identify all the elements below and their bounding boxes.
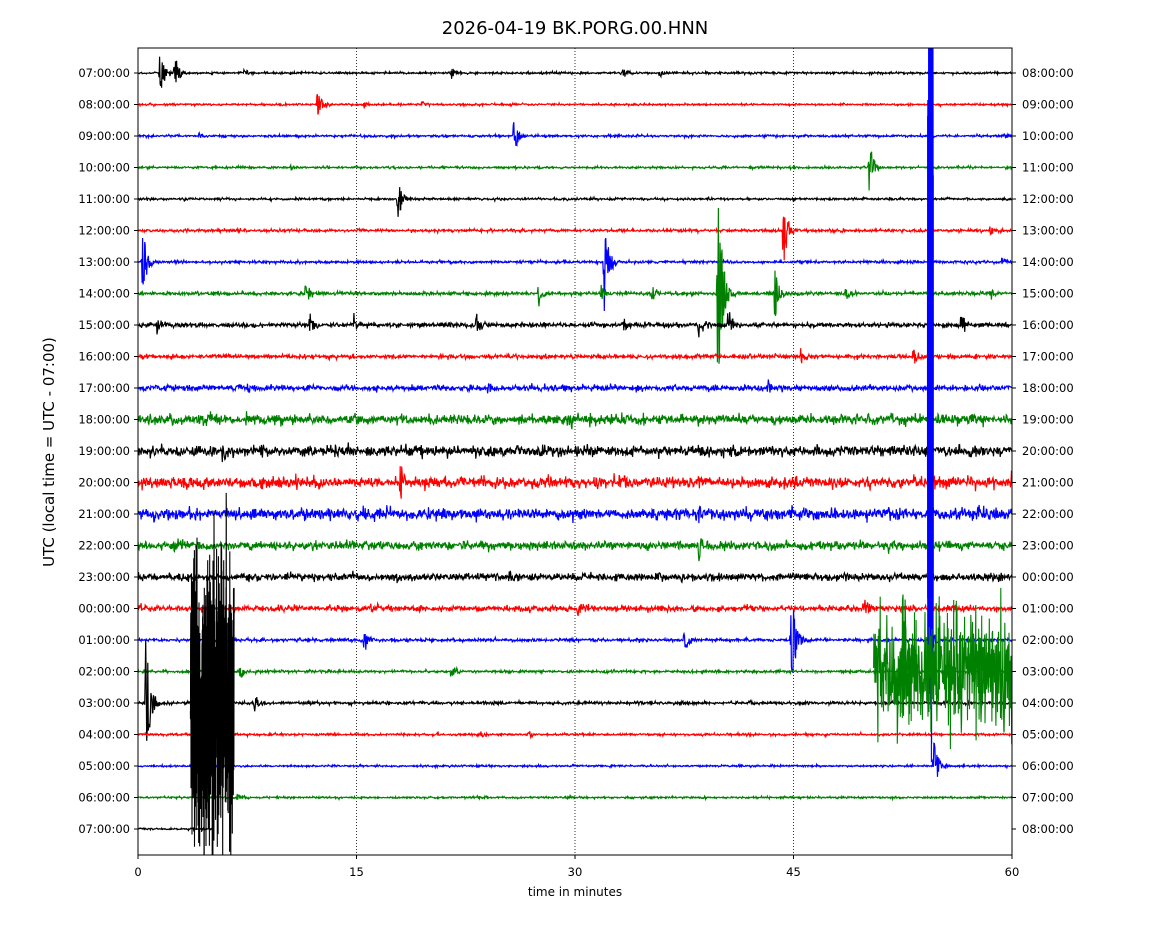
- left-tick-label: 05:00:00: [78, 759, 130, 773]
- left-tick-label: 07:00:00: [78, 66, 130, 80]
- right-tick-label: 06:00:00: [1022, 759, 1074, 773]
- left-tick-label: 10:00:00: [78, 161, 130, 175]
- left-tick-label: 08:00:00: [78, 98, 130, 112]
- trace-group: [138, 48, 1012, 855]
- right-tick-label: 21:00:00: [1022, 476, 1074, 490]
- right-tick-label: 12:00:00: [1022, 192, 1074, 206]
- trace-line: [138, 312, 1012, 338]
- trace-line: [138, 411, 1012, 430]
- x-tick-label: 0: [134, 865, 141, 879]
- left-tick-label: 09:00:00: [78, 129, 130, 143]
- trace-line: [138, 538, 1012, 562]
- overlay-trace: [189, 492, 235, 855]
- left-tick-label: 18:00:00: [78, 413, 130, 427]
- trace-line: [138, 466, 1012, 499]
- x-tick-label: 60: [1005, 865, 1020, 879]
- left-tick-label: 19:00:00: [78, 444, 130, 458]
- right-tick-label: 19:00:00: [1022, 413, 1074, 427]
- trace-line: [138, 793, 1012, 802]
- x-tick-label: 45: [786, 865, 801, 879]
- left-tick-label: 14:00:00: [78, 287, 130, 301]
- right-tick-label: 11:00:00: [1022, 161, 1074, 175]
- right-tick-label: 23:00:00: [1022, 539, 1074, 553]
- right-tick-labels: 08:00:00 09:00:00 10:00:00 11:00:00 12:00:00…: [1012, 66, 1074, 836]
- trace-line: [138, 623, 1012, 830]
- left-tick-label: 04:00:00: [78, 728, 130, 742]
- left-tick-label: 07:00:00: [78, 822, 130, 836]
- right-tick-label: 20:00:00: [1022, 444, 1074, 458]
- left-tick-label: 06:00:00: [78, 791, 130, 805]
- y-axis-label: UTC (local time = UTC - 07:00): [40, 337, 58, 567]
- left-tick-label: 21:00:00: [78, 507, 130, 521]
- vertical-gridlines: [356, 48, 794, 855]
- x-axis-label: time in minutes: [528, 885, 622, 899]
- trace-line: [138, 151, 1012, 191]
- x-tick-labels: 0 15 30 45 60: [134, 855, 1019, 879]
- left-tick-label: 16:00:00: [78, 350, 130, 364]
- trace-line: [138, 187, 1012, 217]
- right-tick-label: 22:00:00: [1022, 507, 1074, 521]
- right-tick-label: 13:00:00: [1022, 224, 1074, 238]
- right-tick-label: 07:00:00: [1022, 791, 1074, 805]
- trace-line: [138, 599, 1012, 617]
- left-tick-label: 12:00:00: [78, 224, 130, 238]
- right-tick-label: 08:00:00: [1022, 66, 1074, 80]
- right-tick-label: 03:00:00: [1022, 665, 1074, 679]
- left-tick-label: 01:00:00: [78, 633, 130, 647]
- trace-line: [138, 94, 1012, 115]
- right-tick-label: 08:00:00: [1022, 822, 1074, 836]
- left-tick-label: 00:00:00: [78, 602, 130, 616]
- left-tick-label: 23:00:00: [78, 570, 130, 584]
- left-tick-label: 11:00:00: [78, 192, 130, 206]
- right-tick-label: 10:00:00: [1022, 129, 1074, 143]
- left-tick-label: 02:00:00: [78, 665, 130, 679]
- right-tick-label: 17:00:00: [1022, 350, 1074, 364]
- trace-line: [138, 504, 1012, 524]
- chart-title: 2026-04-19 BK.PORG.00.HNN: [442, 18, 709, 39]
- trace-line: [138, 594, 1012, 716]
- trace-line: [138, 237, 1012, 312]
- right-tick-label: 02:00:00: [1022, 633, 1074, 647]
- left-tick-label: 03:00:00: [78, 696, 130, 710]
- left-tick-label: 17:00:00: [78, 381, 130, 395]
- left-tick-labels: 07:00:00 08:00:00 09:00:00 10:00:00 11:00:00…: [78, 66, 138, 836]
- right-tick-label: 04:00:00: [1022, 696, 1074, 710]
- right-tick-label: 09:00:00: [1022, 98, 1074, 112]
- trace-line: [138, 56, 1012, 88]
- overlay-trace: [873, 587, 1012, 750]
- trace-line: [138, 348, 1012, 364]
- x-tick-label: 30: [568, 865, 583, 879]
- x-tick-label: 15: [349, 865, 364, 879]
- trace-line: [138, 379, 1012, 394]
- trace-line: [138, 742, 1012, 777]
- left-tick-label: 15:00:00: [78, 318, 130, 332]
- trace-line: [138, 442, 1012, 463]
- trace-line: [138, 216, 1012, 261]
- left-tick-label: 22:00:00: [78, 539, 130, 553]
- right-tick-label: 01:00:00: [1022, 602, 1074, 616]
- trace-line: [138, 570, 1012, 584]
- trace-line: [138, 207, 1012, 364]
- right-tick-label: 00:00:00: [1022, 570, 1074, 584]
- trace-line: [138, 122, 1012, 147]
- right-tick-label: 14:00:00: [1022, 255, 1074, 269]
- trace-line: [138, 826, 215, 833]
- right-tick-label: 05:00:00: [1022, 728, 1074, 742]
- trace-line: [138, 610, 1012, 674]
- right-tick-label: 16:00:00: [1022, 318, 1074, 332]
- right-tick-label: 15:00:00: [1022, 287, 1074, 301]
- left-tick-label: 13:00:00: [78, 255, 130, 269]
- left-tick-label: 20:00:00: [78, 476, 130, 490]
- trace-line: [138, 730, 1012, 740]
- right-tick-label: 18:00:00: [1022, 381, 1074, 395]
